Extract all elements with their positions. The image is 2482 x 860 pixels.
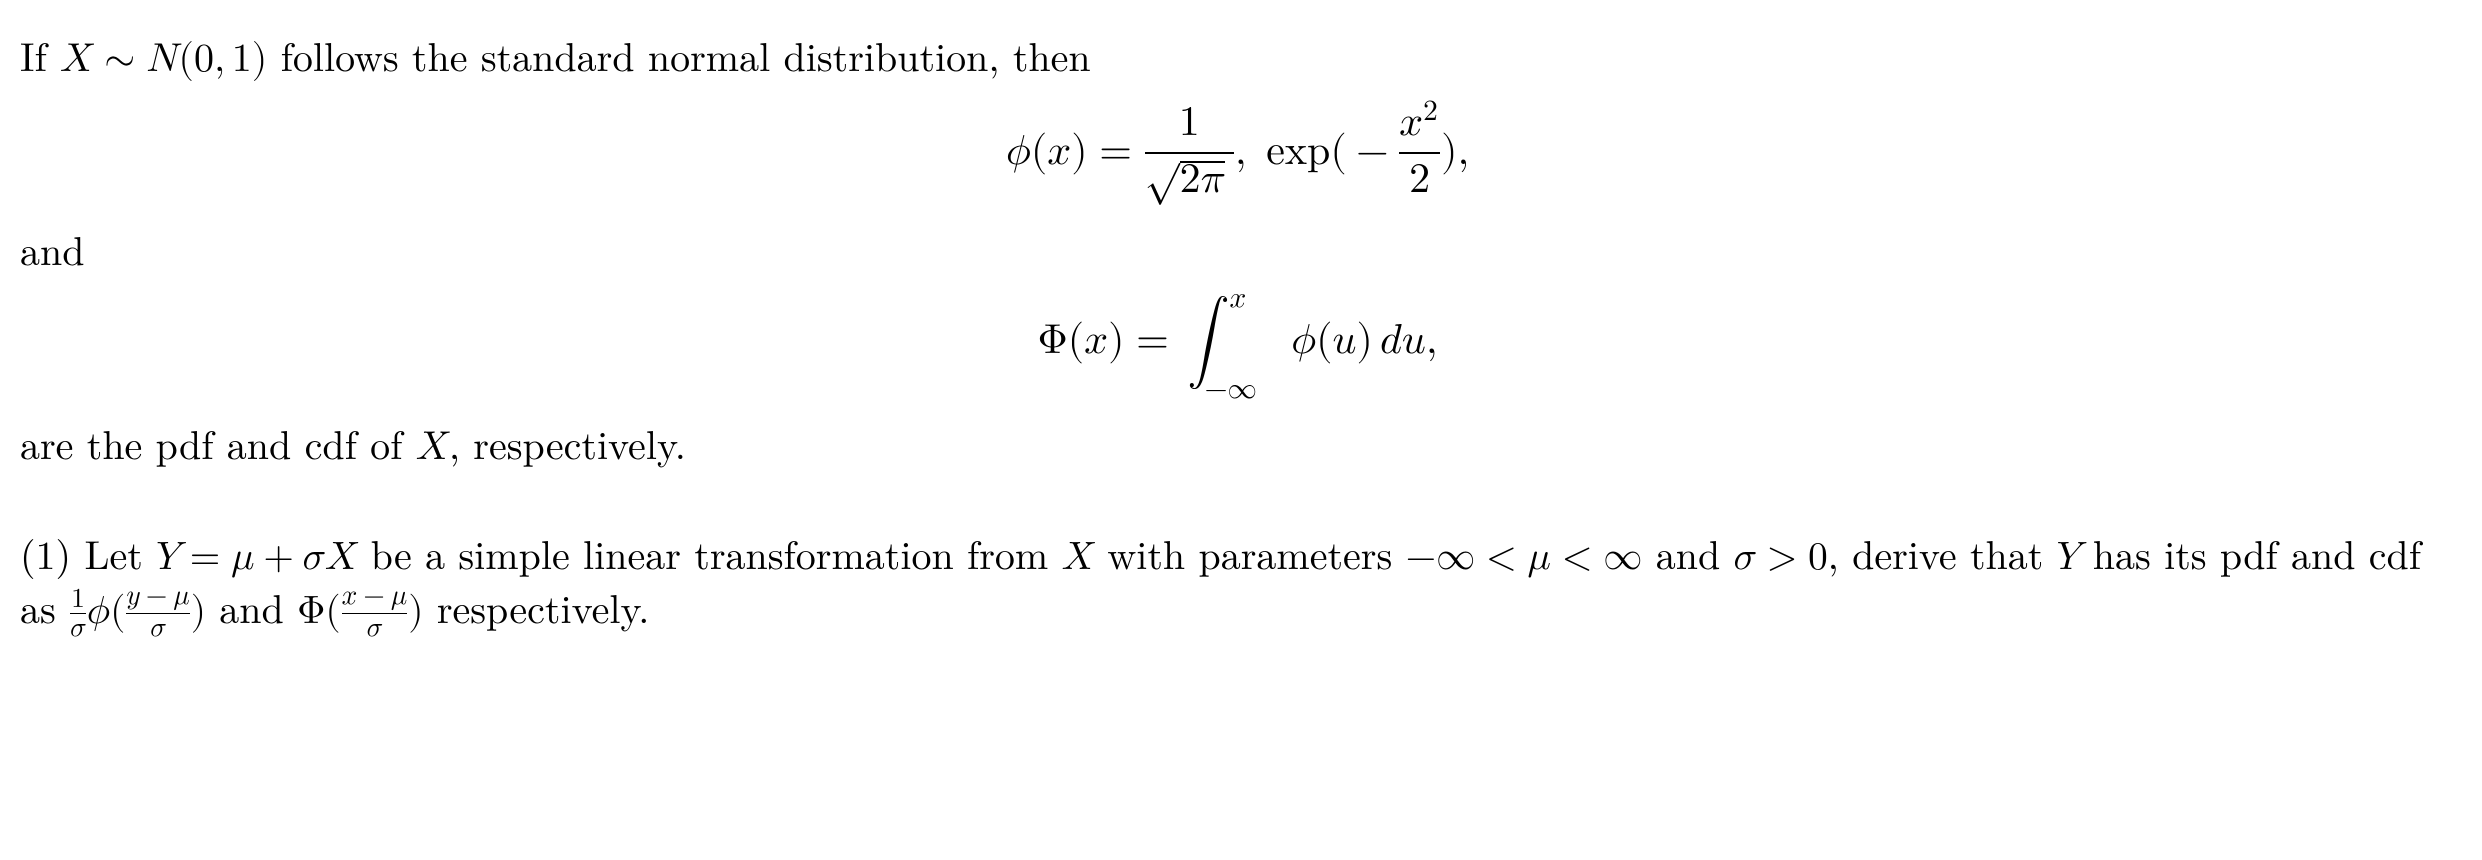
text-q1-d: and xyxy=(1642,524,1733,581)
text-q1-a: (1) Let xyxy=(20,524,156,581)
math-q1-4: σ>0 xyxy=(1734,524,1828,581)
math-q1-7: Φ(x−μσ) xyxy=(297,578,423,635)
text-q1-h: respectively. xyxy=(424,578,650,635)
math-p3: X xyxy=(416,414,449,471)
paragraph-and: and xyxy=(20,222,2462,276)
math-q1-5: Y xyxy=(2057,524,2080,581)
math-q1-3: −∞<μ<∞ xyxy=(1406,524,1643,581)
text-p1-suffix: follows the standard normal distribution… xyxy=(267,26,1090,83)
text-p3-suffix: , respectively. xyxy=(449,414,686,471)
text-q1-g: and xyxy=(206,578,297,635)
paragraph-intro: If X∼N(0,1) follows the standard normal … xyxy=(20,28,2462,82)
text-p1-prefix: If xyxy=(20,26,60,83)
paragraph-pdf-cdf: are the pdf and cdf of X, respectively. xyxy=(20,416,2462,470)
text-p2: and xyxy=(20,220,84,277)
math-q1-2: X xyxy=(1062,524,1094,581)
math-p1: X∼N(0,1) xyxy=(60,26,267,83)
math-q1-1: Y=μ+σX xyxy=(156,524,357,581)
vertical-gap xyxy=(20,470,2462,526)
text-q1-e: , derive that xyxy=(1828,524,2057,581)
math-q1-6: 1σϕ(y−μσ) xyxy=(69,578,206,635)
text-q1-b: be a simple linear transformation from xyxy=(357,524,1061,581)
text-q1-c: with parameters xyxy=(1094,524,1406,581)
question-1: (1) Let Y=μ+σX be a simple linear transf… xyxy=(20,526,2462,637)
text-p3-prefix: are the pdf and cdf of xyxy=(20,414,416,471)
equation-Phi-cdf: Φ(x) = ∫ −∞ x ϕ(u) du, xyxy=(20,294,2462,398)
equation-phi-pdf: ϕ(x) = 12π , exp⁡( − x22 ), xyxy=(20,100,2462,204)
